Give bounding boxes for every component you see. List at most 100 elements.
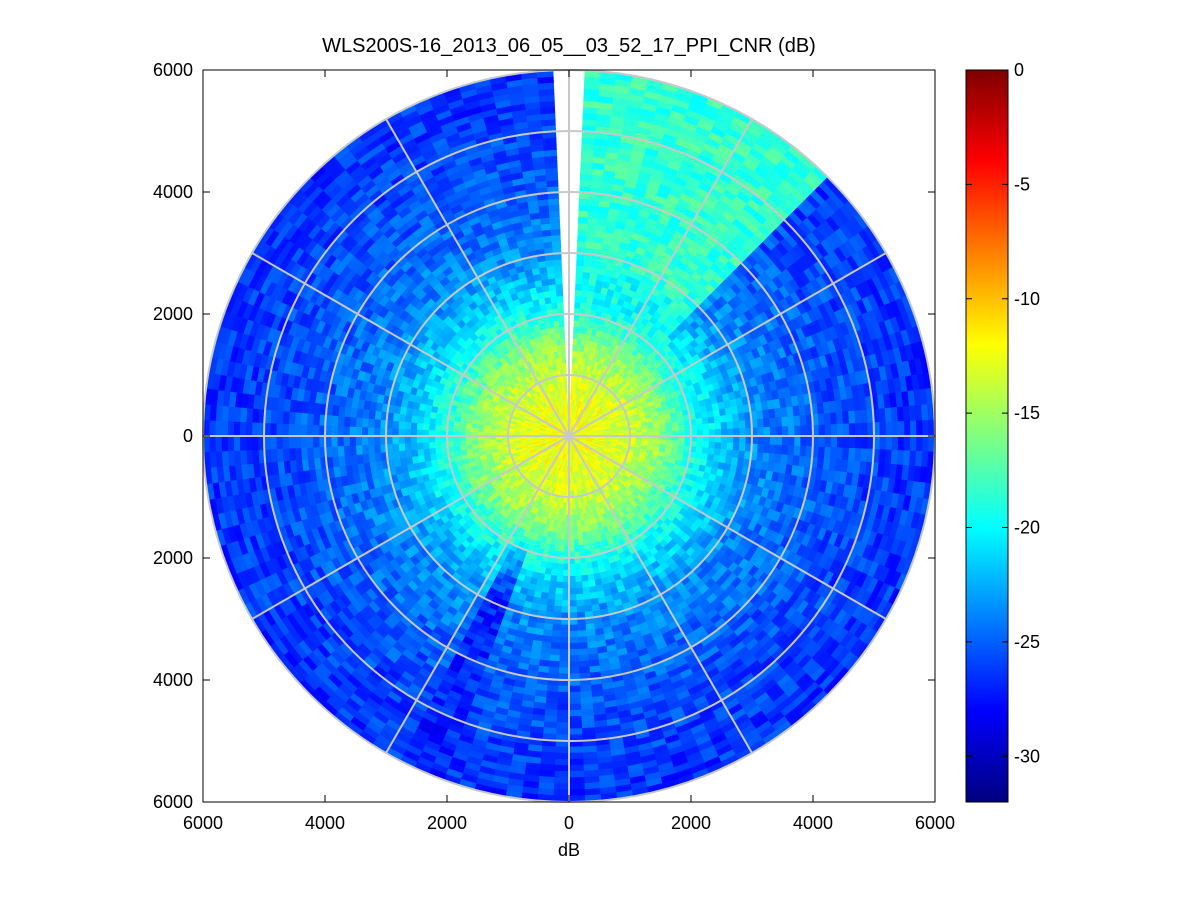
cnr-cell bbox=[677, 420, 685, 427]
cnr-cell bbox=[574, 563, 582, 571]
cnr-cell bbox=[550, 642, 561, 650]
cnr-cell bbox=[428, 441, 436, 449]
cnr-cell bbox=[763, 435, 771, 446]
cnr-cell bbox=[575, 283, 583, 291]
cnr-cell bbox=[559, 332, 566, 340]
cnr-cell bbox=[733, 435, 741, 444]
cnr-cell bbox=[568, 636, 579, 644]
cnr-cell bbox=[647, 428, 655, 433]
cnr-cell bbox=[575, 587, 584, 595]
plot-area bbox=[202, 69, 936, 803]
cnr-cell bbox=[556, 301, 564, 309]
cnr-cell bbox=[397, 428, 405, 437]
cnr-cell bbox=[713, 415, 722, 424]
cnr-cell bbox=[769, 426, 777, 437]
cnr-cell bbox=[577, 636, 588, 644]
cnr-cell bbox=[561, 350, 566, 358]
cnr-cell bbox=[769, 417, 777, 428]
cnr-cell bbox=[428, 447, 437, 455]
cnr-cell bbox=[763, 444, 771, 454]
cnr-cell bbox=[361, 435, 369, 446]
cnr-cell bbox=[373, 435, 381, 445]
cnr-cell bbox=[568, 624, 578, 632]
cnr-cell bbox=[471, 439, 479, 445]
cnr-cell bbox=[732, 420, 740, 430]
cnr-cell bbox=[398, 420, 406, 430]
cnr-cell bbox=[574, 295, 582, 303]
cnr-cell bbox=[458, 440, 467, 446]
cnr-cell bbox=[554, 587, 563, 595]
cnr-cell bbox=[560, 606, 570, 614]
cnr-cell bbox=[577, 532, 583, 540]
cnr-cell bbox=[581, 586, 591, 595]
cnr-cell bbox=[551, 624, 562, 632]
cnr-cell bbox=[763, 426, 771, 437]
cnr-cell bbox=[549, 574, 558, 583]
cnr-cell bbox=[434, 441, 442, 449]
cnr-cell bbox=[726, 442, 734, 451]
cnr-cell bbox=[583, 259, 593, 268]
cnr-cell bbox=[775, 426, 783, 437]
cnr-cell bbox=[727, 435, 735, 444]
cnr-cell bbox=[575, 581, 583, 589]
cnr-cell bbox=[558, 545, 565, 553]
cnr-cell bbox=[560, 624, 570, 632]
cnr-cell bbox=[556, 563, 564, 571]
cnr-cell bbox=[695, 418, 704, 426]
cnr-cell bbox=[737, 412, 746, 422]
cnr-cell bbox=[404, 414, 413, 423]
cnr-cell bbox=[701, 447, 710, 455]
cnr-cell bbox=[554, 593, 563, 601]
cnr-cell bbox=[565, 399, 569, 406]
cnr-cell bbox=[545, 259, 555, 268]
cnr-cell bbox=[373, 443, 381, 454]
cnr-cell bbox=[568, 594, 577, 602]
cnr-cell bbox=[422, 416, 431, 425]
cnr-cell bbox=[725, 449, 734, 458]
cnr-cell bbox=[555, 575, 564, 583]
cnr-cell bbox=[416, 428, 424, 437]
cnr-cell bbox=[707, 447, 716, 456]
cnr-cell bbox=[725, 414, 734, 423]
cnr-cell bbox=[391, 420, 400, 429]
cnr-cell bbox=[574, 569, 582, 577]
cnr-cell bbox=[573, 319, 580, 327]
cnr-cell bbox=[355, 435, 363, 446]
cnr-cell bbox=[551, 630, 561, 638]
cnr-cell bbox=[575, 599, 585, 607]
cnr-cell bbox=[548, 580, 557, 589]
cnr-cell bbox=[547, 586, 557, 595]
cnr-cell bbox=[572, 526, 578, 534]
cnr-cell bbox=[403, 435, 411, 444]
cnr-cell bbox=[775, 417, 783, 428]
cnr-cell bbox=[465, 439, 473, 446]
cnr-cell bbox=[581, 580, 590, 589]
cnr-cell bbox=[568, 606, 578, 614]
cnr-cell bbox=[564, 386, 568, 394]
cnr-cell bbox=[373, 418, 381, 429]
cnr-cell bbox=[732, 442, 740, 452]
cnr-cell bbox=[547, 271, 556, 280]
cnr-cell bbox=[763, 418, 771, 428]
cnr-cell bbox=[367, 435, 375, 446]
cnr-cell bbox=[555, 289, 564, 297]
cnr-cell bbox=[737, 450, 746, 460]
cnr-cell bbox=[580, 568, 588, 577]
cnr-cell bbox=[572, 514, 577, 522]
cnr-cell bbox=[397, 435, 405, 444]
cnr-cell bbox=[561, 594, 570, 602]
cnr-cell bbox=[410, 435, 417, 444]
cnr-cell bbox=[757, 435, 765, 445]
cnr-cell bbox=[719, 414, 728, 424]
cnr-cell bbox=[561, 581, 570, 589]
cnr-cell bbox=[416, 435, 424, 444]
cnr-cell bbox=[553, 605, 562, 614]
cnr-cell bbox=[641, 428, 649, 434]
cnr-cell bbox=[561, 600, 570, 608]
cnr-cell bbox=[416, 422, 424, 430]
cnr-cell bbox=[775, 435, 783, 446]
cnr-cell bbox=[738, 443, 747, 452]
cnr-cell bbox=[665, 422, 673, 428]
cnr-cell bbox=[361, 417, 369, 428]
